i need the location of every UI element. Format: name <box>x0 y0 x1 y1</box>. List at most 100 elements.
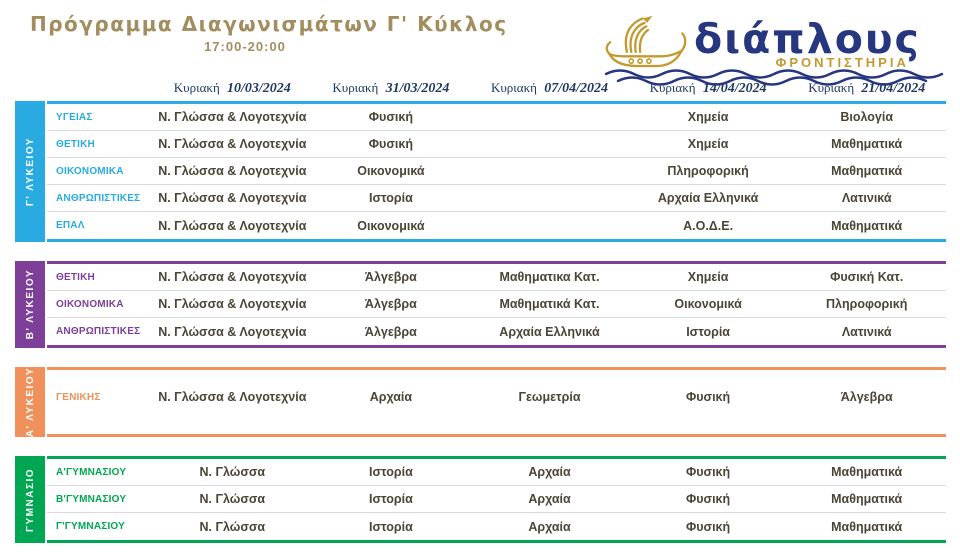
sections: Γ' ΛΥΚΕΙΟΥ ΥΓΕΙΑΣ Ν. Γλώσσα & Λογοτεχνία… <box>15 101 946 544</box>
subject-cell: Μαθηματικά <box>831 218 903 233</box>
table-row: Α'ΓΥΜΝΑΣΙΟΥ Ν. Γλώσσα Ιστορία Αρχαία Φυσική… <box>47 459 946 487</box>
subject-cell: Φυσική Κατ. <box>830 270 904 284</box>
subject-cell: Μαθηματικά <box>831 465 903 480</box>
subject-cell: Φυσική <box>686 519 731 534</box>
table-row: ΓΕΝΙΚΗΣ Ν. Γλώσσα & Λογοτεχνία Αρχαία Γεωμ… <box>47 370 946 424</box>
logo-top: διάπλους ΦΡΟΝΤΙΣΤΗΡΙΑ <box>604 14 944 74</box>
table-row: ΕΠΑΛ Ν. Γλώσσα & Λογοτεχνία Οικονομικά Α.Ο… <box>47 212 946 239</box>
column-header: Κυριακή 07/04/2024 <box>470 80 629 97</box>
subject-cell: Μαθηματικά <box>831 164 903 178</box>
subject-cell: Ν. Γλώσσα & Λογοτεχνία <box>158 164 307 178</box>
subject-cell: Ν. Γλώσσα & Λογοτεχνία <box>158 137 307 151</box>
subject-cell: Ιστορία <box>369 191 413 205</box>
subject-cell: Ν. Γλώσσα <box>199 519 266 534</box>
column-day: Κυριακή <box>173 80 220 95</box>
subject-cell: Ν. Γλώσσα & Λογοτεχνία <box>158 191 307 205</box>
subject-cell: Μαθηματικά <box>831 519 903 534</box>
section-label: Γ' ΛΥΚΕΙΟΥ <box>24 136 36 207</box>
subject-cell: Πληροφορική <box>667 164 749 178</box>
subject-cell: Φυσική <box>368 110 413 124</box>
table-row: ΟΙΚΟΝΟΜΙΚΑ Ν. Γλώσσα & Λογοτεχνία Οικονομ… <box>47 158 946 185</box>
brand-name: διάπλους <box>694 14 921 63</box>
column-date: 07/04/2024 <box>544 81 608 96</box>
subject-cell: Α.Ο.Δ.Ε. <box>683 218 734 233</box>
section-band: Α' ΛΥΚΕΙΟΥ <box>15 367 45 438</box>
schedule-page: Πρόγραμμα Διαγωνισμάτων Γ' Κύκλος 17:00-… <box>0 12 960 556</box>
column-header: Κυριακή 10/03/2024 <box>153 80 312 97</box>
column-day: Κυριακή <box>332 80 379 95</box>
subject-cell: Ιστορία <box>369 492 413 507</box>
row-label: ΘΕΤΙΚΗ <box>56 138 95 150</box>
section-band: Γ' ΛΥΚΕΙΟΥ <box>15 101 45 242</box>
subject-cell: Ιστορία <box>369 519 413 534</box>
subject-cell: Χημεία <box>687 110 729 124</box>
subject-cell: Ν. Γλώσσα & Λογοτεχνία <box>158 390 307 404</box>
subject-cell: Αρχαία <box>528 492 571 507</box>
subject-cell: Ιστορία <box>686 324 730 339</box>
subject-cell: Ν. Γλώσσα & Λογοτεχνία <box>158 324 307 339</box>
column-day: Κυριακή <box>490 80 537 95</box>
subject-cell: Άλγεβρα <box>364 270 417 284</box>
subject-cell: Φυσική <box>368 137 413 151</box>
schedule-section: Α' ΛΥΚΕΙΟΥ ΓΕΝΙΚΗΣ Ν. Γλώσσα & Λογοτεχνί… <box>15 367 946 438</box>
section-band: ΓΥΜΝΑΣΙΟ <box>15 456 45 544</box>
subject-cell: Μαθηματικά <box>831 492 903 507</box>
brand-text-block: διάπλους ΦΡΟΝΤΙΣΤΗΡΙΑ <box>694 14 921 70</box>
subject-cell: Μαθηματικά Κατ. <box>499 297 600 311</box>
subject-cell: Χημεία <box>687 137 729 151</box>
subject-cell: Ν. Γλώσσα & Λογοτεχνία <box>158 270 307 284</box>
subject-cell: Φυσική <box>686 492 731 507</box>
subject-cell: Οικονομικά <box>357 218 425 233</box>
section-rows: Α'ΓΥΜΝΑΣΙΟΥ Ν. Γλώσσα Ιστορία Αρχαία Φυσική… <box>47 456 946 544</box>
table-row: ΑΝΘΡΩΠΙΣΤΙΚΕΣ Ν. Γλώσσα & Λογοτεχνία Άλγε… <box>47 318 946 345</box>
time-range: 17:00-20:00 <box>204 39 286 54</box>
row-label: ΕΠΑΛ <box>56 220 85 231</box>
subject-cell: Οικονομικά <box>674 297 742 311</box>
trireme-ship-icon <box>605 15 687 68</box>
subject-cell: Αρχαία Ελληνικά <box>499 324 600 339</box>
subject-cell: Πληροφορική <box>826 297 908 311</box>
subject-cell: Άλγεβρα <box>364 324 417 339</box>
schedule-section: ΓΥΜΝΑΣΙΟ Α'ΓΥΜΝΑΣΙΟΥ Ν. Γλώσσα Ιστορία Αρχ… <box>15 456 946 544</box>
row-label: Α'ΓΥΜΝΑΣΙΟΥ <box>56 466 127 478</box>
subject-cell: Αρχαία Ελληνικά <box>657 191 759 205</box>
table-row: Β'ΓΥΜΝΑΣΙΟΥ Ν. Γλώσσα Ιστορία Αρχαία Φυσική… <box>47 486 946 514</box>
section-label: ΓΥΜΝΑΣΙΟ <box>24 467 36 532</box>
row-label: ΥΓΕΙΑΣ <box>56 111 93 123</box>
subject-cell: Φυσική <box>686 390 731 404</box>
column-header: Κυριακή 31/03/2024 <box>312 80 471 97</box>
table-row: ΘΕΤΙΚΗ Ν. Γλώσσα & Λογοτεχνία Φυσική Χημεί… <box>47 131 946 158</box>
brand-subtitle: ΦΡΟΝΤΙΣΤΗΡΙΑ <box>775 54 909 70</box>
row-label: ΑΝΘΡΩΠΙΣΤΙΚΕΣ <box>56 192 141 204</box>
schedule-section: Γ' ΛΥΚΕΙΟΥ ΥΓΕΙΑΣ Ν. Γλώσσα & Λογοτεχνία… <box>15 101 946 242</box>
row-label: ΟΙΚΟΝΟΜΙΚΑ <box>56 165 124 177</box>
subject-cell: Άλγεβρα <box>364 297 417 311</box>
table-row: ΥΓΕΙΑΣ Ν. Γλώσσα & Λογοτεχνία Φυσική Χημεί… <box>47 104 946 131</box>
table-row: ΘΕΤΙΚΗ Ν. Γλώσσα & Λογοτεχνία Άλγεβρα Μαθη… <box>47 264 946 291</box>
subject-cell: Ιστορία <box>369 465 413 480</box>
column-date: 10/03/2024 <box>227 81 291 96</box>
section-band: Β' ΛΥΚΕΙΟΥ <box>15 261 45 348</box>
date-header-row: Κυριακή 10/03/2024 Κυριακή 31/03/2024 Κυ… <box>47 80 946 97</box>
page-title: Πρόγραμμα Διαγωνισμάτων Γ' Κύκλος <box>30 12 508 36</box>
section-rows: ΓΕΝΙΚΗΣ Ν. Γλώσσα & Λογοτεχνία Αρχαία Γεωμ… <box>47 367 946 438</box>
row-label: ΑΝΘΡΩΠΙΣΤΙΚΕΣ <box>56 326 141 337</box>
table-row: Γ'ΓΥΜΝΑΣΙΟΥ Ν. Γλώσσα Ιστορία Αρχαία Φυσική… <box>47 513 946 540</box>
section-label: Α' ΛΥΚΕΙΟΥ <box>24 367 36 438</box>
subject-cell: Γεωμετρία <box>518 390 581 404</box>
subject-cell: Ν. Γλώσσα & Λογοτεχνία <box>158 297 307 311</box>
section-label: Β' ΛΥΚΕΙΟΥ <box>24 269 36 340</box>
table-row: ΑΝΘΡΩΠΙΣΤΙΚΕΣ Ν. Γλώσσα & Λογοτεχνία Ιστο… <box>47 185 946 212</box>
subject-cell: Φυσική <box>686 465 731 480</box>
column-date: 31/03/2024 <box>385 81 450 96</box>
row-label: Β'ΓΥΜΝΑΣΙΟΥ <box>56 493 127 505</box>
row-label: Γ'ΓΥΜΝΑΣΙΟΥ <box>56 521 125 533</box>
subject-cell: Ν. Γλώσσα & Λογοτεχνία <box>158 110 307 124</box>
subject-cell: Αρχαία <box>369 390 413 404</box>
subject-cell: Οικονομικά <box>357 164 425 178</box>
table-row: ΟΙΚΟΝΟΜΙΚΑ Ν. Γλώσσα & Λογοτεχνία Άλγεβρα… <box>47 291 946 318</box>
subject-cell: Μαθηματικα Κατ. <box>499 270 600 284</box>
brand-logo: διάπλους ΦΡΟΝΤΙΣΤΗΡΙΑ <box>604 14 944 86</box>
row-label: ΓΕΝΙΚΗΣ <box>56 391 101 403</box>
section-rows: ΘΕΤΙΚΗ Ν. Γλώσσα & Λογοτεχνία Άλγεβρα Μαθη… <box>47 261 946 348</box>
